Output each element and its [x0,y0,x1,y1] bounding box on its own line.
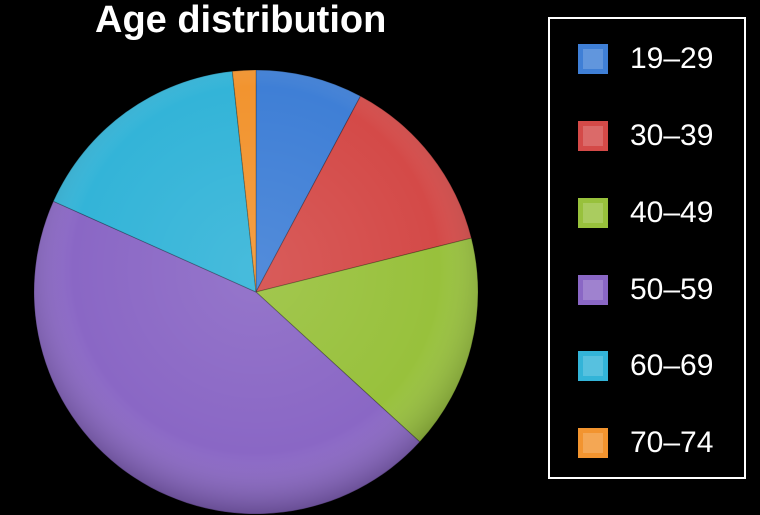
chart-title: Age distribution [95,0,387,41]
legend-label: 50–59 [630,273,714,306]
legend-item-19-29: 19–29 [578,39,713,79]
legend-item-70-74: 70–74 [578,423,713,463]
legend-label: 70–74 [630,426,714,459]
legend-swatch [578,428,608,458]
legend: 19–29 30–39 40–49 50–59 60–69 70–74 [548,17,746,479]
legend-label: 40–49 [630,196,714,229]
legend-swatch [578,275,608,305]
legend-swatch [578,121,608,151]
legend-label: 60–69 [630,349,714,382]
legend-label: 30–39 [630,119,714,152]
legend-swatch [578,351,608,381]
legend-item-50-59: 50–59 [578,270,713,310]
legend-label: 19–29 [630,42,714,75]
legend-swatch [578,44,608,74]
pie-slices [33,69,479,515]
legend-item-60-69: 60–69 [578,346,713,386]
legend-item-40-49: 40–49 [578,193,713,233]
legend-swatch [578,198,608,228]
legend-item-30-39: 30–39 [578,116,713,156]
